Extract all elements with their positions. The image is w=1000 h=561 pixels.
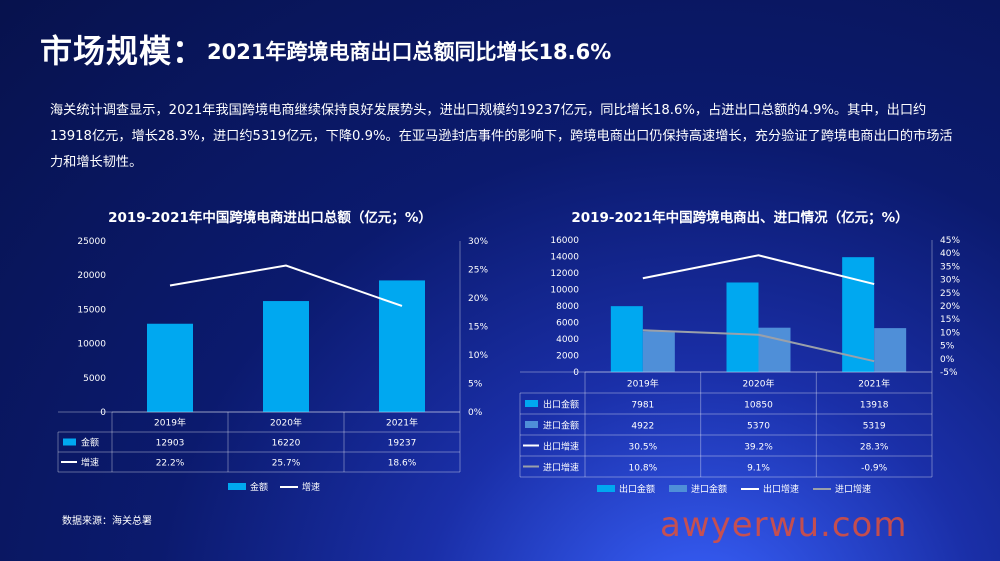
chart2-table-value: -0.9% [861,463,888,473]
chart2-legend-label: 进口金额 [691,483,727,495]
chart2-line-1 [642,254,875,286]
chart2-left-tick: 14000 [550,253,579,263]
chart2-table-value: 10.8% [629,463,658,473]
chart2-legend-swatch [597,485,615,492]
chart2-category-label: 2020年 [743,377,775,389]
page-subtitle: 2021年跨境电商出口总额同比增长18.6% [207,40,612,64]
chart2-table-value: 28.3% [860,442,889,452]
chart2-bar-2 [874,328,907,372]
chart1-line-1 [169,264,403,307]
chart1-bar-1 [379,280,425,412]
chart1-table-value: 22.2% [156,459,185,469]
chart2-table-value: 4922 [631,421,654,431]
chart2-bar-2 [758,327,791,372]
chart2-legend-label: 出口金额 [619,483,655,495]
chart2-right-tick: 30% [940,276,960,286]
chart1-table-value: 25.7% [272,459,301,469]
chart2-table-key-2 [525,421,538,428]
chart1-category-label: 2021年 [386,417,418,429]
chart2-legend-label: 进口增速 [835,483,871,495]
chart2-table-value: 13918 [860,400,889,410]
chart2-table-key-1 [525,400,538,407]
chart2-left-tick: 10000 [550,286,579,296]
chart2-right-tick: 20% [940,302,960,312]
chart1-right-tick: 0% [468,408,483,418]
chart2-legend-label: 出口增速 [763,483,799,495]
chart2-table-value: 5370 [747,421,770,431]
chart1-table-key-1 [63,438,76,446]
chart2-right-tick: 15% [940,315,960,325]
chart1-table-value: 19237 [388,439,417,449]
chart1-left-tick: 20000 [77,271,106,281]
chart2-table-value: 30.5% [629,442,658,452]
chart2-bar-1 [726,282,759,372]
chart2-series-name: 进口金额 [543,419,579,431]
summary-paragraph: 海关统计调查显示，2021年我国跨境电商继续保持良好发展势头，进出口规模约192… [50,103,953,170]
chart2-left-tick: 12000 [550,269,579,279]
chart2-right-tick: 5% [940,342,955,352]
chart1-left-tick: 10000 [77,340,106,350]
chart2-table-value: 39.2% [744,442,773,452]
watermark: awyerwu.com [660,505,908,545]
page-title: 市场规模： [40,32,206,70]
chart1-series-name: 增速 [81,457,99,469]
chart1-left-tick: 5000 [83,374,106,384]
chart2-series-name: 出口金额 [543,398,579,410]
chart1-series-name: 金额 [81,437,99,449]
chart2-legend-swatch [669,485,687,492]
chart1-right-tick: 25% [468,266,488,276]
chart1-table-value: 18.6% [388,459,417,469]
chart1-right-tick: 20% [468,294,488,304]
chart2-category-label: 2021年 [858,377,890,389]
chart2-right-tick: -5% [940,368,958,378]
chart2-right-tick: 40% [940,249,960,259]
chart2-table-value: 10850 [744,400,773,410]
chart1-bar-1 [147,323,193,412]
chart2-title: 2019-2021年中国跨境电商出、进口情况（亿元；%） [571,210,909,226]
chart1-left-tick: 25000 [77,237,106,247]
chart2-right-tick: 10% [940,328,960,338]
chart1-legend-label: 金额 [250,481,268,493]
chart2-table-value: 5319 [863,421,886,431]
chart1-right-tick: 10% [468,351,488,361]
data-source: 数据来源：海关总署 [62,516,152,527]
chart1-category-label: 2020年 [270,417,302,429]
chart2-category-label: 2019年 [627,377,659,389]
chart2-bar-1 [610,306,643,372]
chart1-table-value: 16220 [272,439,301,449]
chart2-left-tick: 0 [573,368,579,378]
chart2-table-value: 7981 [631,400,654,410]
chart1-bar-1 [263,301,309,412]
chart1-title: 2019-2021年中国跨境电商进出口总额（亿元；%） [108,210,432,226]
chart2-left-tick: 2000 [556,352,579,362]
chart1-left-tick: 0 [100,408,106,418]
chart1-legend-swatch [228,483,246,490]
chart2-line-2 [642,329,875,363]
chart2-series-name: 进口增速 [543,461,579,473]
chart2-bar-2 [642,331,675,372]
chart1-table-value: 12903 [156,439,185,449]
chart2-left-tick: 16000 [550,236,579,246]
chart1-left-tick: 15000 [77,305,106,315]
chart1-category-label: 2019年 [154,417,186,429]
chart2-right-tick: 25% [940,289,960,299]
chart2-bar-1 [842,257,875,372]
chart2-right-tick: 0% [940,355,955,365]
chart2-left-tick: 4000 [556,335,579,345]
chart2-table-value: 9.1% [747,463,770,473]
chart2-right-tick: 45% [940,236,960,246]
chart1-right-tick: 5% [468,380,483,390]
chart2-right-tick: 35% [940,262,960,272]
chart2-series-name: 出口增速 [543,440,579,452]
chart1-right-tick: 15% [468,323,488,333]
chart1-legend-label: 增速 [302,481,320,493]
chart2-left-tick: 8000 [556,302,579,312]
chart2-left-tick: 6000 [556,319,579,329]
chart1-right-tick: 30% [468,237,488,247]
